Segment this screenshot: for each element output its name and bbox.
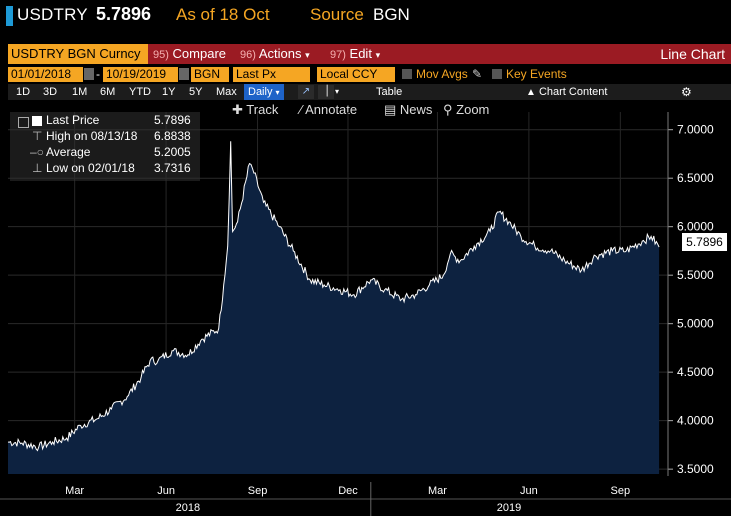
x-tick-label: Mar: [65, 485, 84, 497]
y-tick-label: 3.5000: [677, 462, 714, 476]
x-tick-label: Mar: [428, 485, 447, 497]
x-year-label: 2018: [176, 502, 200, 514]
y-tick-label: 4.5000: [677, 365, 714, 379]
x-axis: Mar Jun Sep Dec Mar Jun Sep 2018 2019: [0, 482, 731, 516]
chart-legend[interactable]: Last Price 5.7896 ⊤ High on 08/13/18 6.8…: [10, 112, 200, 181]
y-tick-label: 5.0000: [677, 317, 714, 331]
y-tick-label: 6.0000: [677, 220, 714, 234]
y-tick-label: 5.5000: [677, 268, 714, 282]
last-value-label: 5.7896: [682, 233, 727, 251]
last-price-swatch: [32, 116, 42, 126]
y-axis: 7.0000 6.5000 6.0000 5.5000 5.0000 4.5000 4.00…: [668, 112, 714, 476]
legend-high-label: High on 08/13/18: [46, 128, 137, 144]
legend-last-label: Last Price: [46, 112, 99, 128]
legend-last-value: 5.7896: [154, 112, 191, 128]
y-tick-label: 6.5000: [677, 171, 714, 185]
x-tick-label: Jun: [157, 485, 175, 497]
legend-collapse-icon[interactable]: [18, 117, 29, 128]
legend-low-label: Low on 02/01/18: [46, 160, 135, 176]
x-tick-label: Dec: [338, 485, 358, 497]
low-marker-icon: ⊥: [32, 160, 42, 176]
x-tick-label: Sep: [248, 485, 268, 497]
legend-low-value: 3.7316: [154, 160, 191, 176]
y-tick-label: 4.0000: [677, 414, 714, 428]
legend-avg-value: 5.2005: [154, 144, 191, 160]
average-marker-icon: ‒○: [30, 144, 44, 160]
high-marker-icon: ⊤: [32, 128, 42, 144]
x-tick-label: Jun: [520, 485, 538, 497]
price-area: [8, 141, 659, 474]
x-year-label: 2019: [497, 502, 521, 514]
x-tick-label: Sep: [611, 485, 631, 497]
legend-high-value: 6.8838: [154, 128, 191, 144]
legend-avg-label: Average: [46, 144, 90, 160]
y-tick-label: 7.0000: [677, 123, 714, 137]
